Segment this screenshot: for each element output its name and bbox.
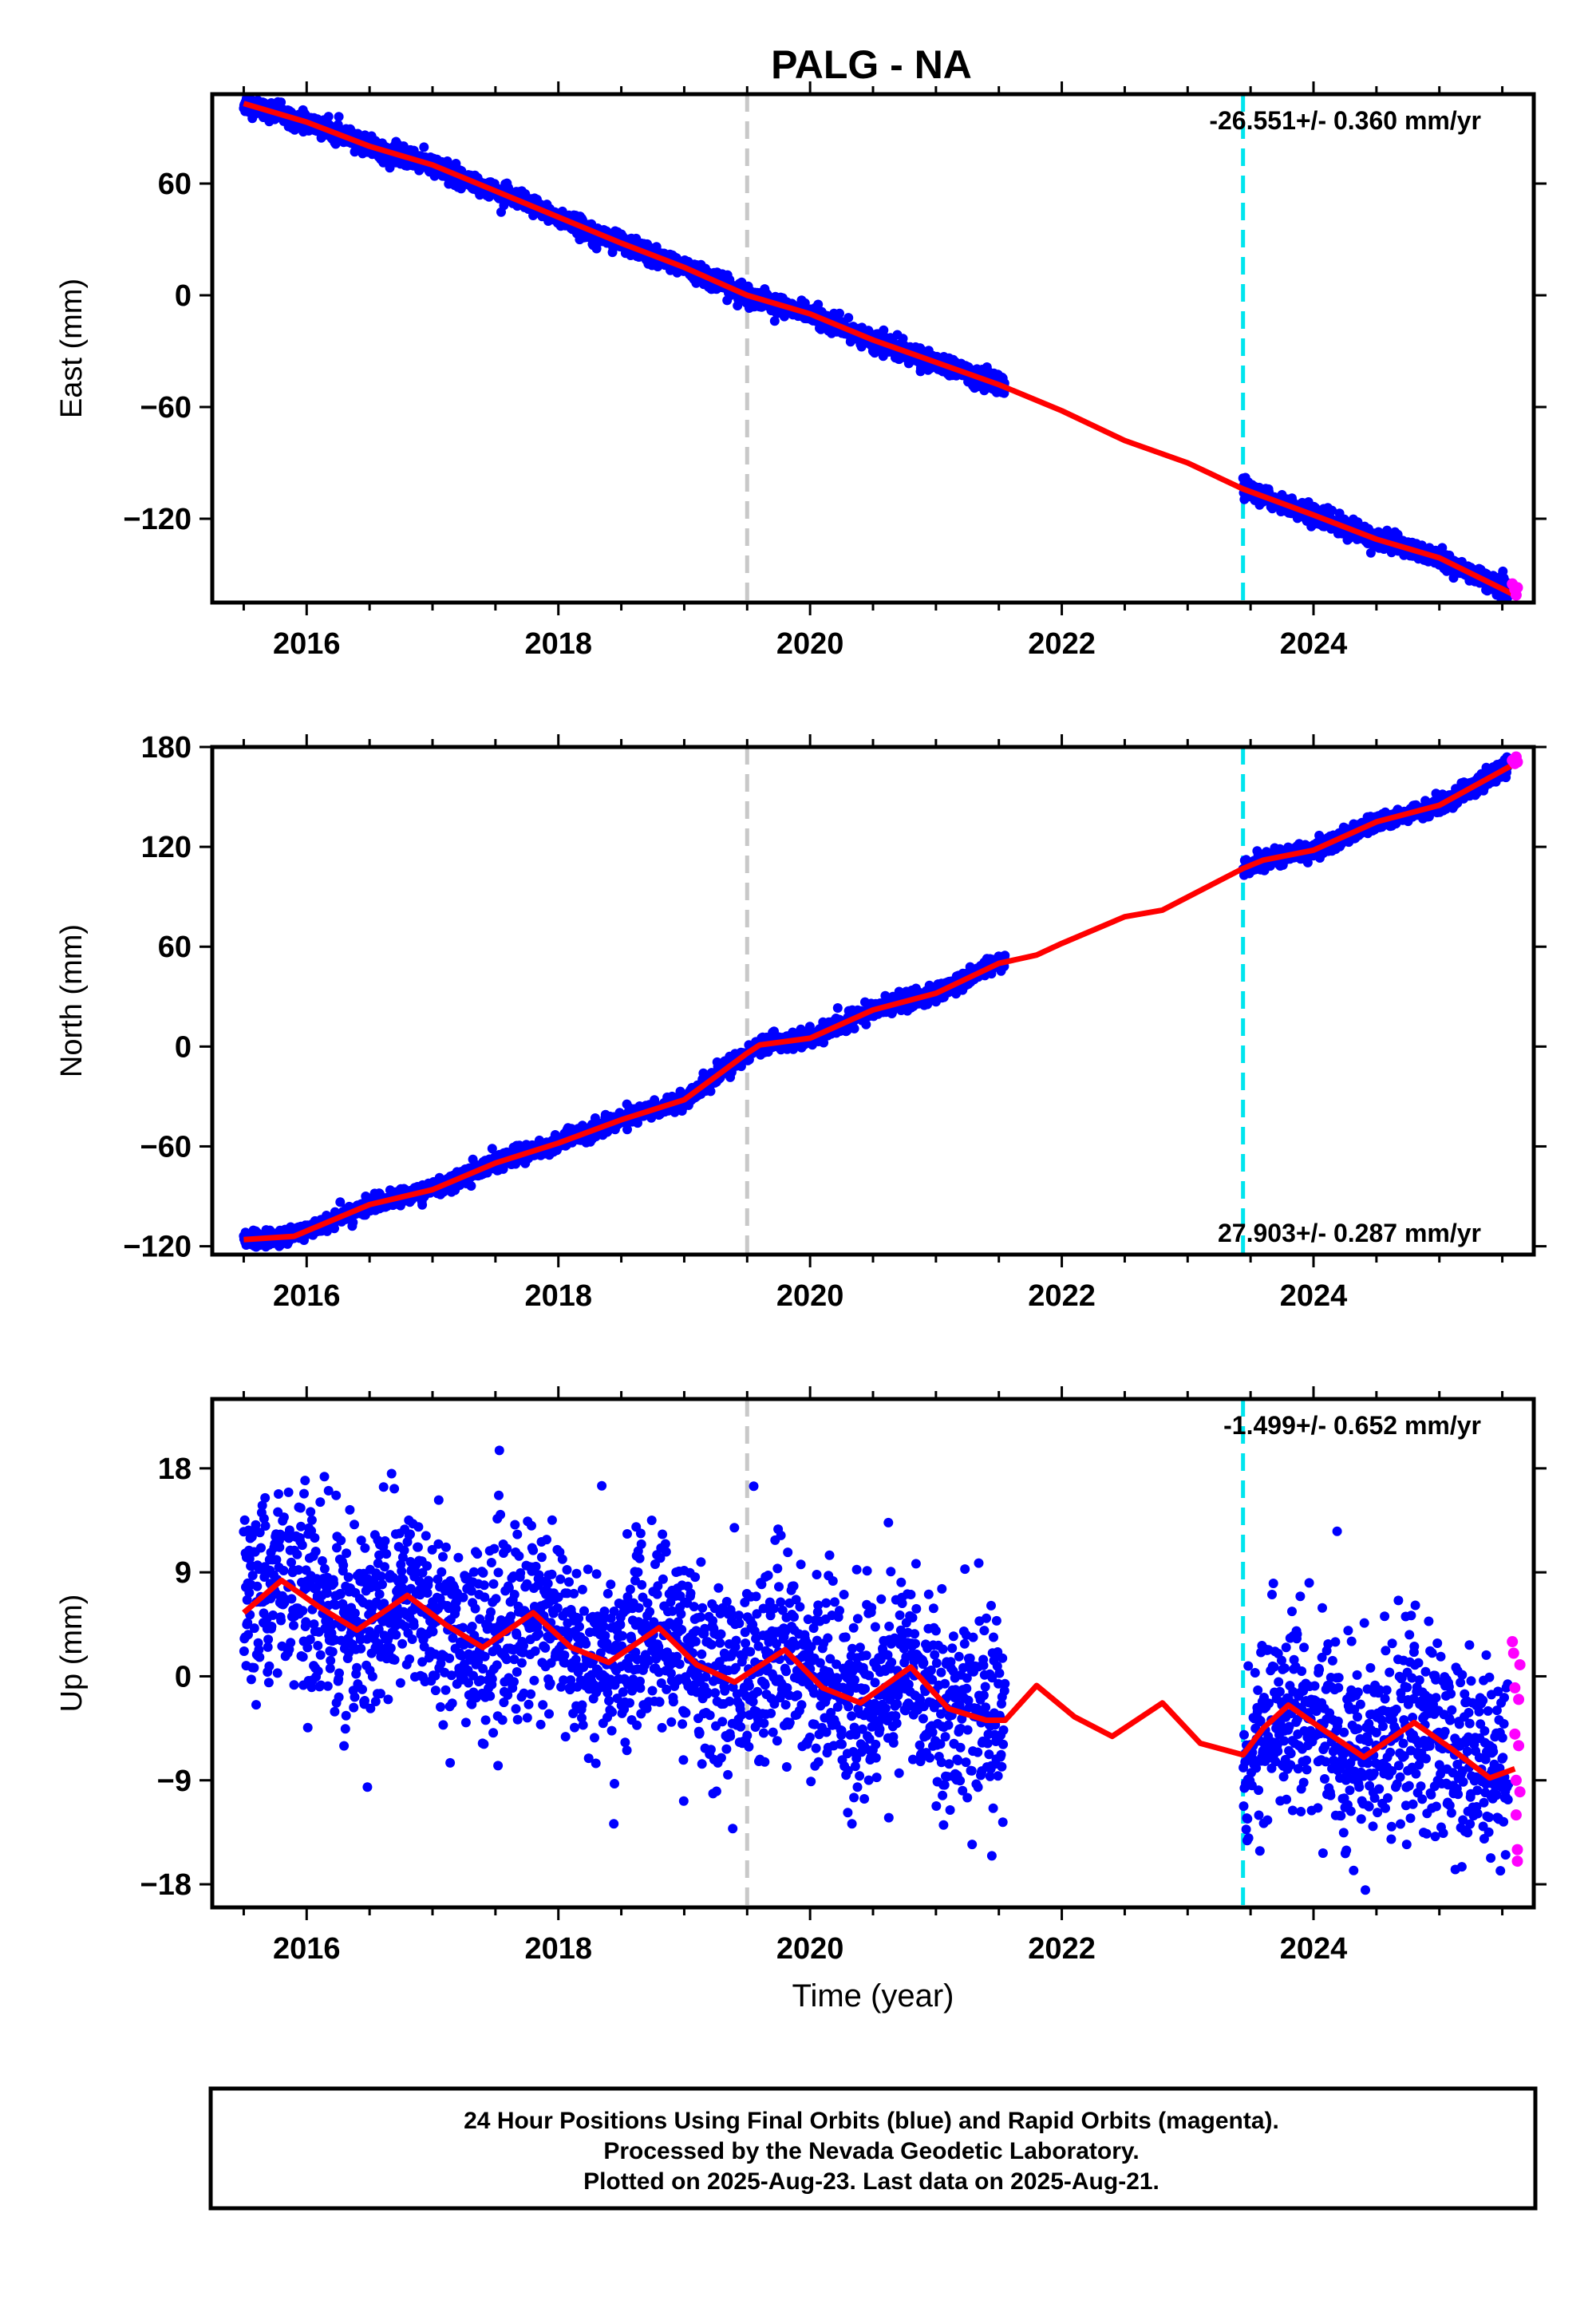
data-point [419,142,429,152]
data-point [348,1218,358,1227]
y-tick-label: −60 [140,391,192,425]
x-tick-label: 2022 [1028,627,1096,661]
rate-label: -26.551+/- 0.360 mm/yr [1209,106,1481,135]
data-point [850,1024,859,1034]
y-tick-label: 60 [158,168,192,201]
data-point [833,1003,843,1013]
x-tick-label: 2020 [776,627,844,661]
y-tick-label: 0 [175,279,192,313]
data-point [835,309,844,318]
data-point [334,112,344,121]
data-point [843,313,853,322]
x-tick-label: 2016 [273,627,341,661]
chart-title: PALG - NA [771,42,972,87]
data-point [466,1181,476,1191]
data-point [861,1020,871,1030]
x-tick-label: 2018 [524,627,592,661]
data-point [706,1086,716,1096]
x-tick-label: 2024 [1280,627,1348,661]
rapid-point [1511,582,1523,593]
y-axis-label: East (mm) [55,279,89,418]
y-tick-label: −120 [123,503,192,536]
